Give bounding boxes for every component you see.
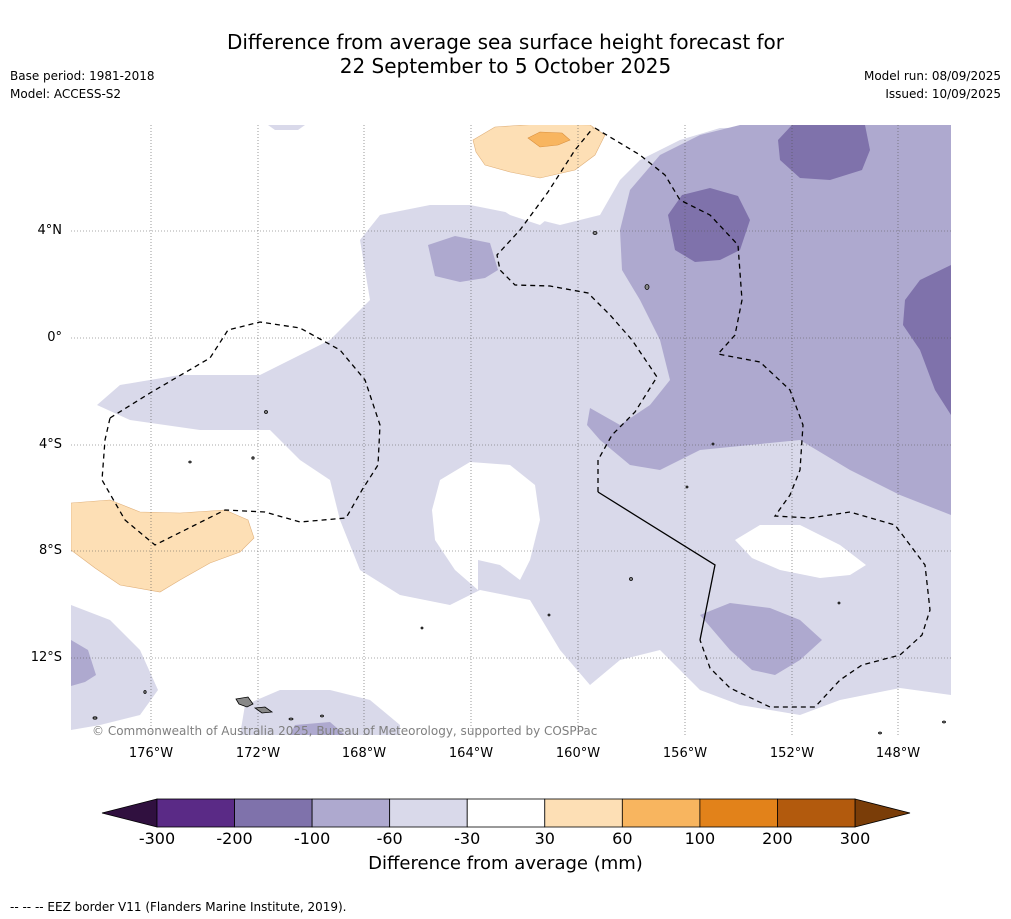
lon-label-148w: 148°W — [875, 746, 921, 761]
colorbar — [101, 798, 911, 828]
contour-medium-lavender-sw — [71, 640, 96, 686]
contour-dark-lavender-1 — [668, 188, 750, 262]
lon-label-176w: 176°W — [128, 746, 174, 761]
lon-label-160w: 160°W — [555, 746, 601, 761]
colorbar-tick-label: -60 — [376, 829, 403, 848]
lon-label-164w: 164°W — [448, 746, 494, 761]
contour-orange-core — [527, 131, 571, 148]
colorbar-segment — [389, 798, 468, 828]
lon-label-172w: 172°W — [235, 746, 281, 761]
colorbar-tick-label: 300 — [839, 829, 871, 848]
contour-light-lavender-top — [268, 125, 305, 130]
contour-medium-lavender-north — [428, 236, 498, 282]
colorbar-tick-label: 100 — [684, 829, 716, 848]
islands — [92, 231, 946, 735]
model-name: Model: ACCESS-S2 — [10, 87, 122, 101]
colorbar-segment — [156, 798, 235, 828]
eez-footnote: -- -- -- EEZ border V11 (Flanders Marine… — [10, 900, 347, 914]
map-title: Difference from average sea surface heig… — [0, 30, 1011, 78]
lat-label-4n: 4°N — [37, 223, 63, 238]
contour-light-lavender-sw — [71, 605, 158, 730]
model-run: Model run: 08/09/2025 — [863, 69, 1001, 83]
contour-dark-lavender-2 — [778, 125, 870, 180]
colorbar-extend-high — [854, 798, 911, 828]
colorbar-tick-label: -300 — [138, 829, 176, 848]
colorbar-label: Difference from average (mm) — [368, 853, 643, 874]
base-period: Base period: 1981-2018 — [10, 69, 155, 83]
eez-solid-border — [597, 491, 716, 641]
title-line-1: Difference from average sea surface heig… — [226, 30, 785, 54]
lon-label-156w: 156°W — [662, 746, 708, 761]
colorbar-segment — [777, 798, 856, 828]
colorbar-segment — [699, 798, 778, 828]
meta-left: Base period: 1981-2018 Model: ACCESS-S2 — [10, 67, 155, 103]
lat-label-4s: 4°S — [38, 437, 62, 452]
colorbar-tick-label: 60 — [612, 829, 633, 848]
colorbar-tick-label: 200 — [762, 829, 793, 848]
colorbar-tick-label: -100 — [293, 829, 331, 848]
issued-date: Issued: 10/09/2025 — [885, 87, 1001, 101]
colorbar-tick-label: -30 — [454, 829, 481, 848]
copyright-notice: © Commonwealth of Australia 2025, Bureau… — [92, 724, 598, 738]
contour-light-orange-west — [71, 499, 255, 593]
contour-medium-lavender-s2 — [290, 722, 345, 735]
colorbar-tick-label: 30 — [534, 829, 555, 848]
eez-borders — [101, 127, 931, 708]
colorbar-segment — [544, 798, 623, 828]
contour-light-orange-north — [472, 125, 606, 179]
contour-white-patch-1 — [432, 462, 540, 590]
lat-label-12s: 12°S — [30, 650, 62, 665]
meta-right: Model run: 08/09/2025 Issued: 10/09/2025 — [864, 67, 1001, 103]
contour-light-lavender-south — [240, 690, 400, 735]
lat-label-8s: 8°S — [38, 543, 62, 558]
colorbar-segment — [621, 798, 701, 828]
colorbar-segment — [466, 798, 546, 828]
colorbar-segment — [311, 798, 391, 828]
contour-dark-lavender-3 — [903, 265, 951, 415]
colorbar-extend-low — [101, 798, 158, 828]
lon-label-152w: 152°W — [769, 746, 815, 761]
colorbar-tick-label: -200 — [216, 829, 253, 848]
title-line-2: 22 September to 5 October 2025 — [339, 54, 672, 78]
colorbar-segment — [234, 798, 313, 828]
contour-white-patch-2 — [735, 525, 866, 578]
contour-medium-lavender-south — [700, 603, 822, 675]
lon-label-168w: 168°W — [341, 746, 387, 761]
lat-label-0: 0° — [47, 330, 62, 345]
map-area — [71, 125, 951, 735]
